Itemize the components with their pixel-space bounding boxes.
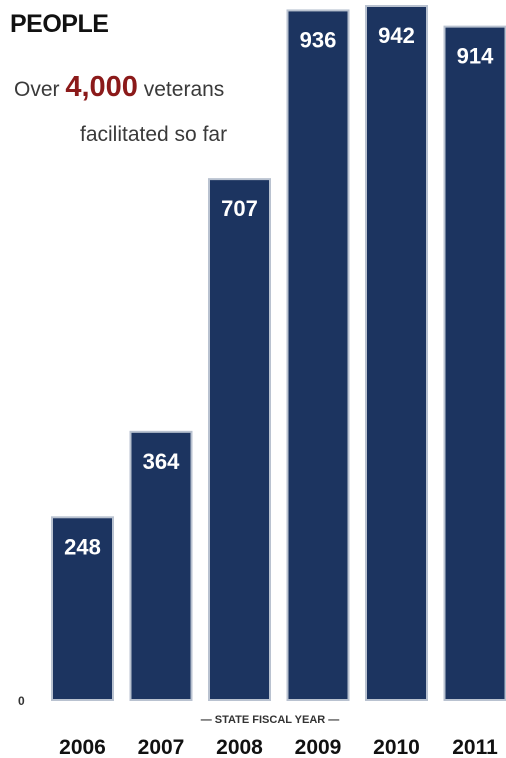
bar-2008 [208,178,271,701]
y-axis-zero-label: 0 [18,694,25,708]
bar-value-label: 364 [143,449,180,474]
x-tick-label: 2010 [373,736,420,758]
chart-subtitle: Over 4,000 veterans facilitated so far [14,60,227,155]
x-tick-label: 2008 [216,736,263,758]
bar-2009 [286,9,350,701]
bar-2007 [129,430,193,701]
subtitle-prefix: Over [14,78,66,101]
bar-value-label: 942 [378,23,415,48]
subtitle-suffix: veterans [137,78,225,101]
subtitle-line-2: facilitated so far [80,123,228,147]
bar-value-label: 248 [64,534,101,559]
bar-2011 [443,25,506,701]
bar-value-label: 936 [300,27,337,52]
subtitle-highlight-number: 4,000 [65,71,138,103]
x-axis-tick-labels: 2006 2007 2008 2009 2010 2011 [59,736,498,758]
x-tick-label: 2006 [59,736,106,758]
x-tick-label: 2011 [452,736,498,758]
chart-title: PEOPLE [10,10,109,38]
bar-value-labels: 248 364 707 936 942 914 [64,23,494,559]
x-tick-label: 2007 [138,736,185,758]
bar-value-label: 707 [221,196,258,221]
bars-group [51,5,506,702]
x-axis-title: — STATE FISCAL YEAR — [201,714,340,726]
bar-2006 [51,516,114,702]
x-tick-label: 2009 [295,736,342,758]
bar-2010 [365,5,428,701]
bar-value-label: 914 [457,44,494,69]
